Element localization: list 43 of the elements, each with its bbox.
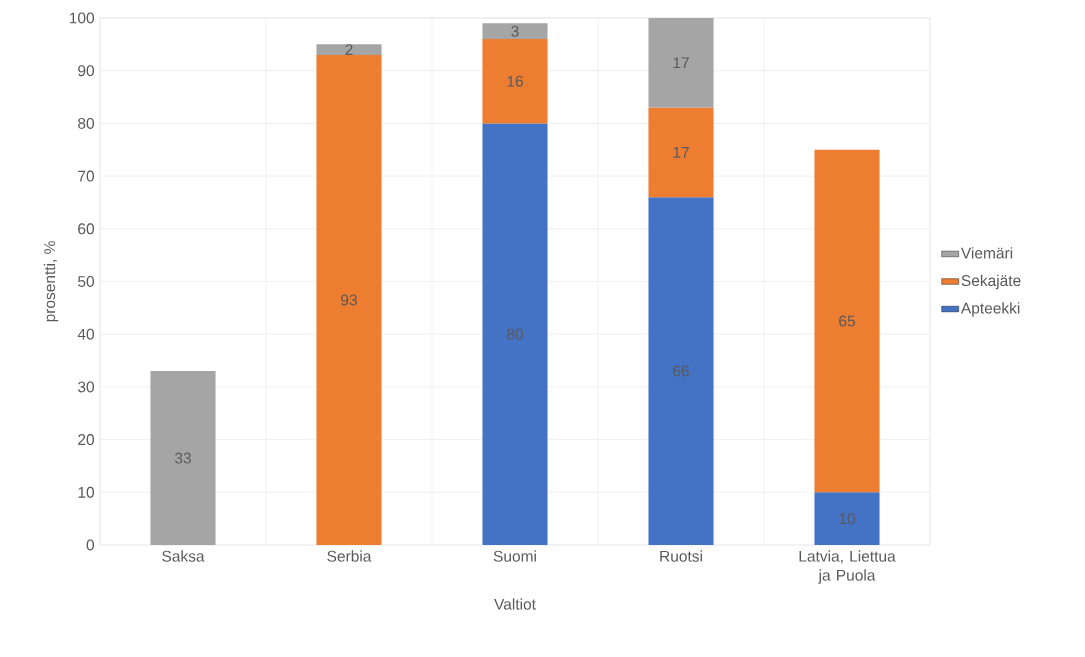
bar xyxy=(814,149,880,493)
data-label: 3 xyxy=(511,25,519,37)
y-tick-label: 40 xyxy=(77,328,95,340)
legend-label: Viemäri xyxy=(960,247,1013,259)
bar xyxy=(648,107,714,198)
data-label: 17 xyxy=(673,147,689,158)
bar xyxy=(648,197,714,545)
x-tick-label: Serbia xyxy=(327,550,372,562)
y-tick-label: 30 xyxy=(77,381,95,393)
bar xyxy=(316,44,382,55)
x-tick-label: Latvia, Liettua ja Puola xyxy=(799,550,896,584)
y-tick-label: 0 xyxy=(86,539,95,551)
legend-label: Apteekki xyxy=(960,302,1020,317)
bar xyxy=(316,54,382,545)
bar xyxy=(150,371,216,545)
data-label: 17 xyxy=(673,57,689,69)
y-tick-label: 80 xyxy=(78,117,95,129)
x-axis-title: Valtiot xyxy=(494,598,536,610)
data-label: 16 xyxy=(507,75,523,87)
data-label: 65 xyxy=(839,315,855,327)
bar xyxy=(648,17,714,108)
x-tick-label: Ruotsi xyxy=(660,550,702,562)
y-tick-label: 90 xyxy=(78,65,95,77)
bar xyxy=(814,492,880,545)
y-tick-label: 100 xyxy=(69,12,95,24)
bar xyxy=(482,123,548,545)
data-label: 66 xyxy=(673,365,689,377)
bar xyxy=(482,23,548,40)
y-tick-label: 70 xyxy=(78,170,95,182)
x-tick-label: Saksa xyxy=(162,550,205,562)
legend-label: Sekajäte xyxy=(961,274,1021,290)
data-label: 10 xyxy=(839,513,856,525)
data-label: 2 xyxy=(345,44,353,56)
data-label: 93 xyxy=(341,294,357,306)
bar xyxy=(482,39,548,124)
y-tick-label: 50 xyxy=(78,276,95,287)
y-axis-title: prosentti, % xyxy=(43,241,59,322)
y-tick-label: 20 xyxy=(78,434,95,446)
data-label: 80 xyxy=(507,328,524,340)
x-tick-label: Suomi xyxy=(493,550,536,562)
y-tick-label: 10 xyxy=(78,486,95,498)
data-label: 33 xyxy=(174,452,191,464)
y-tick-label: 60 xyxy=(78,223,95,235)
